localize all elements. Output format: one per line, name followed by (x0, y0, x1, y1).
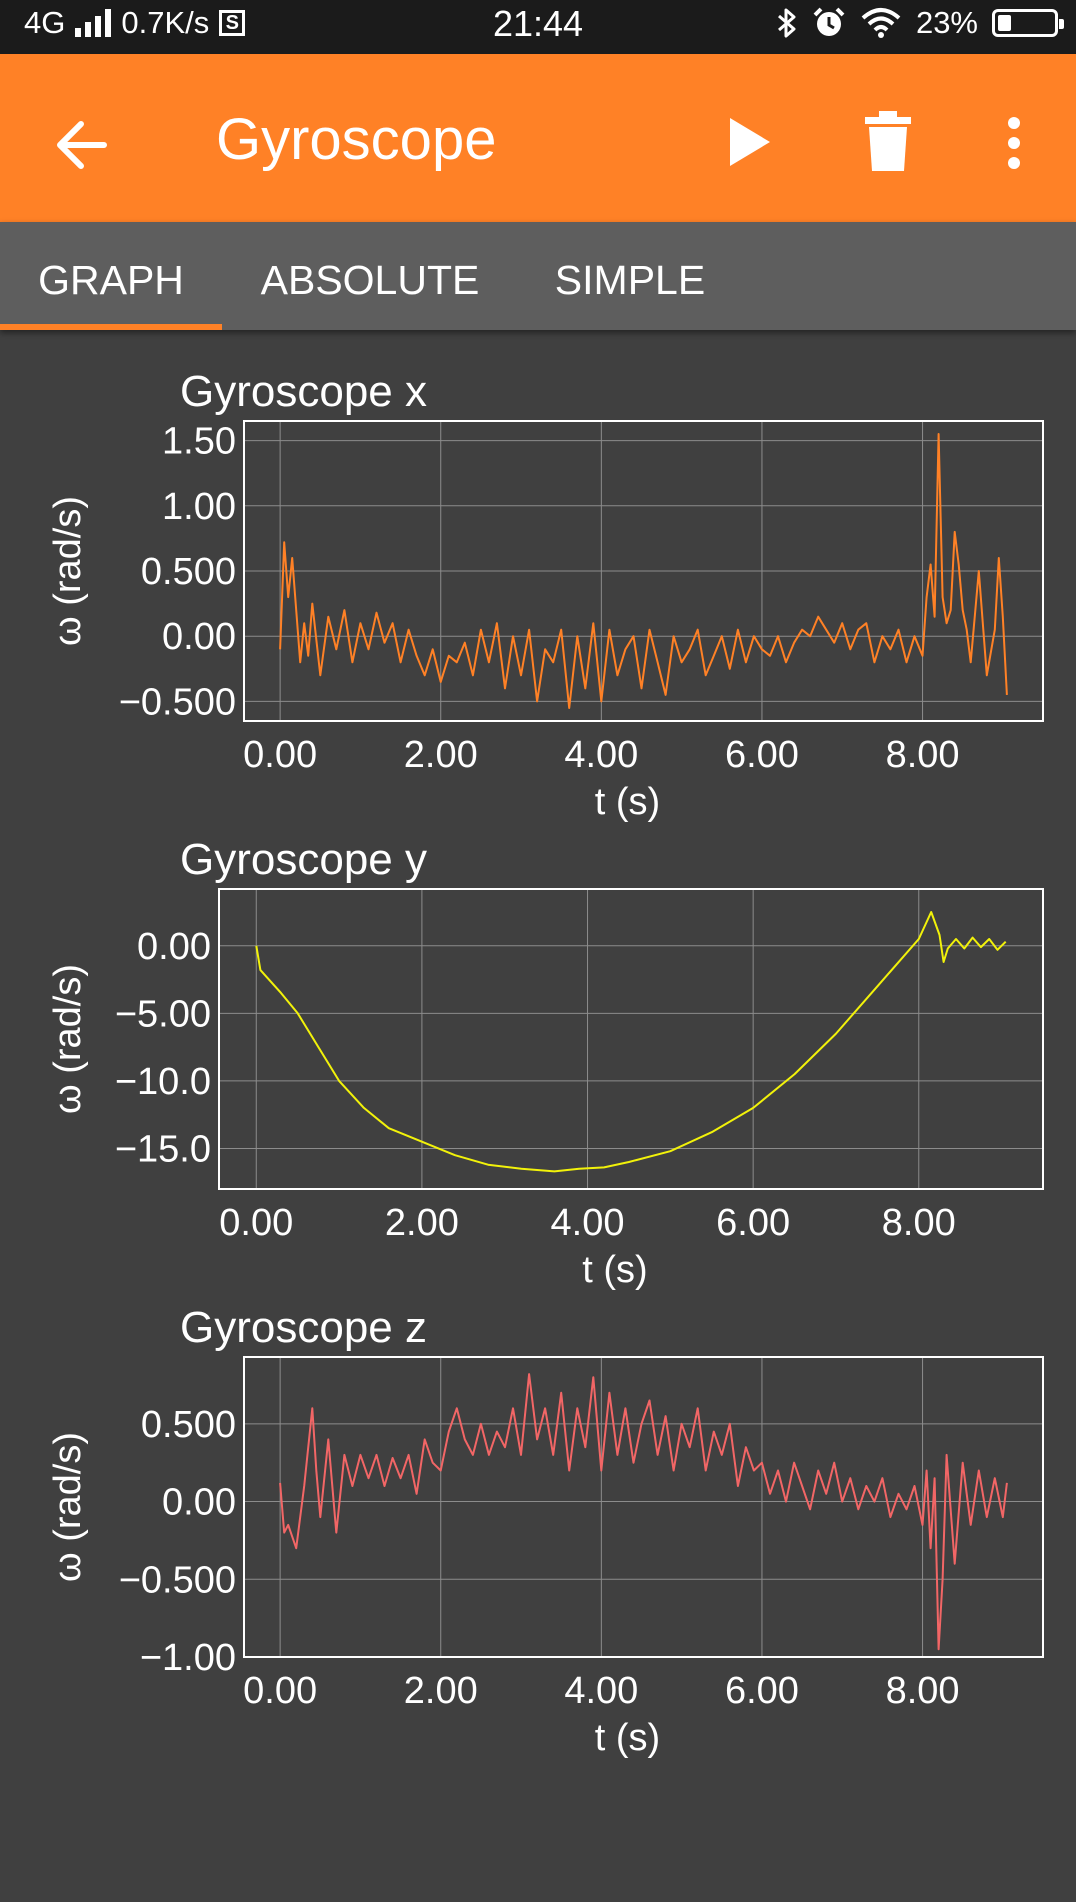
chart-2-plot-area (219, 889, 1043, 1189)
network-type: 4G (24, 5, 66, 40)
wifi-icon (861, 8, 901, 38)
chart-3-y-axis-label: ω (rad/s) (47, 1432, 89, 1582)
chart-3-x-tick-label: 2.00 (404, 1670, 478, 1712)
chart-2-y-tick-label: −10.0 (115, 1061, 211, 1103)
more-vert-icon[interactable] (994, 111, 1034, 175)
chart-1-x-axis-label: t (s) (595, 781, 660, 823)
chart-1-series-line-1 (279, 433, 1008, 709)
chart-1-title: Gyroscope x (180, 367, 427, 416)
chart-1-frame (243, 420, 1044, 722)
chart-1-x-tick-label: 6.00 (725, 734, 799, 776)
chart-2-x-axis-label: t (s) (582, 1249, 647, 1291)
tab-bar: GRAPH ABSOLUTE SIMPLE (0, 222, 1076, 330)
chart-1-x-tick-label: 2.00 (404, 734, 478, 776)
chart-3-frame (243, 1356, 1044, 1658)
chart-1-y-tick-label: 1.50 (162, 421, 236, 463)
bluetooth-icon (777, 8, 796, 38)
chart-3-x-tick-label: 6.00 (725, 1670, 799, 1712)
chart-2-y-tick-label: −5.00 (115, 993, 211, 1035)
trash-icon[interactable] (862, 109, 914, 173)
chart-3-x-axis-label: t (s) (595, 1717, 660, 1759)
chart-3-y-tick-label: 0.00 (162, 1482, 236, 1524)
chart-2-x-tick-label: 4.00 (551, 1202, 625, 1244)
page-title: Gyroscope (216, 107, 497, 172)
chart-1-y-tick-label: 0.00 (162, 616, 236, 658)
chart-2-title: Gyroscope y (180, 835, 427, 884)
chart-2-x-tick-label: 6.00 (716, 1202, 790, 1244)
tab-simple[interactable]: SIMPLE (554, 257, 706, 303)
play-icon[interactable] (722, 114, 778, 170)
chart-1-x-tick-label: 4.00 (564, 734, 638, 776)
tab-absolute[interactable]: ABSOLUTE (260, 257, 480, 303)
chart-2-series-line-1 (255, 911, 1007, 1173)
chart-2-x-tick-label: 2.00 (385, 1202, 459, 1244)
tab-graph[interactable]: GRAPH (0, 222, 222, 330)
chart-3-x-tick-label: 8.00 (886, 1670, 960, 1712)
chart-3-plot-area (244, 1357, 1043, 1657)
status-bar: 4G 0.7K/s S 21:44 23% (0, 0, 1076, 54)
chart-1-y-tick-label: 0.500 (141, 551, 236, 593)
chart-2-x-tick-label: 8.00 (882, 1202, 956, 1244)
chart-3-x-tick-label: 0.00 (243, 1670, 317, 1712)
chart-2-y-tick-label: −15.0 (115, 1128, 211, 1170)
chart-1-x-tick-label: 0.00 (243, 734, 317, 776)
chart-3-series-line-1 (279, 1373, 1008, 1651)
chart-1-y-axis-label: ω (rad/s) (47, 496, 89, 646)
chart-3-y-tick-label: −1.00 (140, 1637, 236, 1679)
chart-3-y-tick-label: 0.500 (141, 1404, 236, 1446)
chart-3-y-tick-label: −0.500 (119, 1559, 236, 1601)
battery-icon (992, 9, 1064, 37)
chart-2-x-tick-label: 0.00 (219, 1202, 293, 1244)
signal-icon (75, 9, 112, 37)
battery-percent: 23% (915, 5, 978, 40)
arrow-back-icon[interactable] (48, 110, 118, 180)
chart-2-y-tick-label: 0.00 (137, 926, 211, 968)
chart-3-x-tick-label: 4.00 (564, 1670, 638, 1712)
chart-2-y-axis-label: ω (rad/s) (47, 964, 89, 1114)
sim-icon: S (219, 10, 246, 36)
alarm-icon (813, 7, 845, 36)
chart-1-y-tick-label: 1.00 (162, 486, 236, 528)
app-bar: Gyroscope (0, 54, 1076, 222)
status-time: 21:44 (492, 3, 584, 44)
chart-3-title: Gyroscope z (180, 1303, 427, 1352)
chart-1-x-tick-label: 8.00 (886, 734, 960, 776)
chart-2-frame (218, 888, 1044, 1190)
network-speed: 0.7K/s (121, 5, 210, 40)
chart-1-y-tick-label: −0.500 (119, 681, 236, 723)
